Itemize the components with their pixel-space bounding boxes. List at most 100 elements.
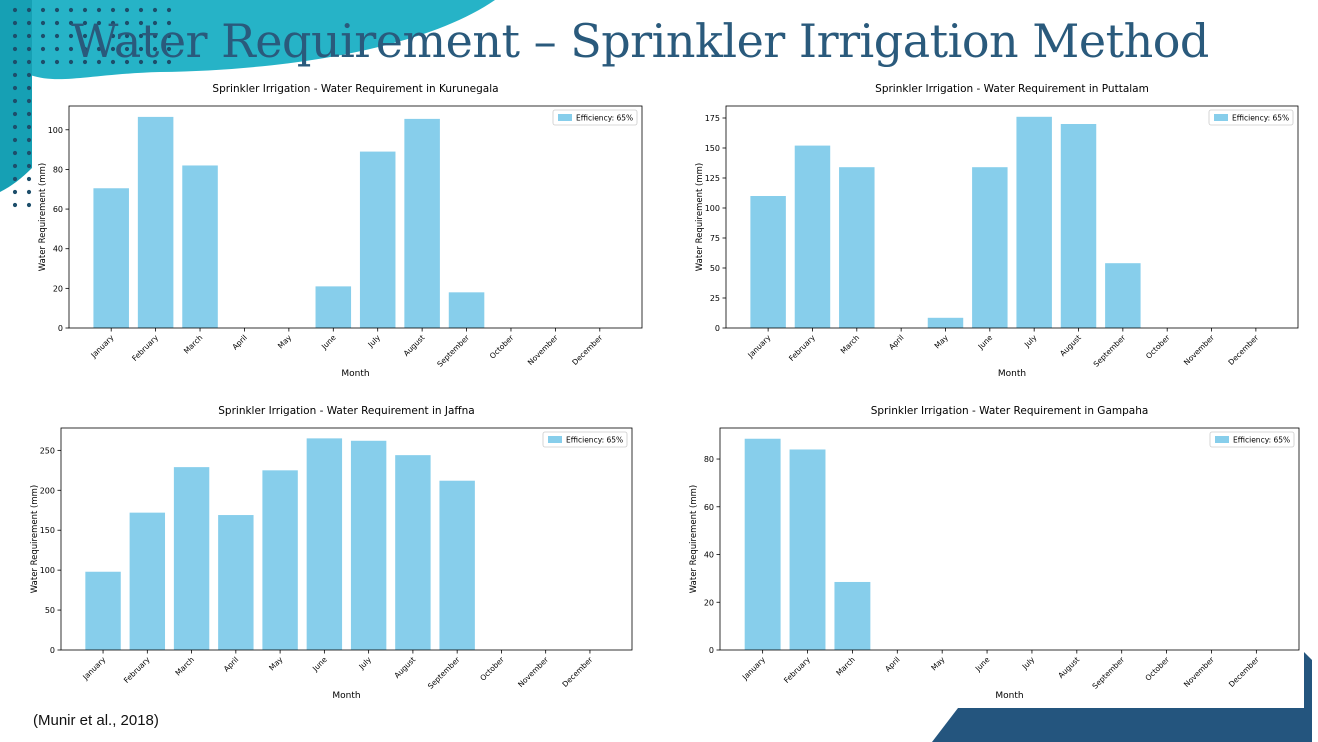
x-tick-label: February: [787, 333, 817, 363]
legend-label: Efficiency: 65%: [1232, 114, 1289, 123]
decor-dot: [110, 46, 116, 52]
y-tick-label: 250: [40, 446, 55, 455]
decor-dot: [40, 33, 46, 39]
decor-dot: [138, 59, 144, 65]
decor-dot: [40, 59, 46, 65]
x-tick-label: August: [392, 655, 417, 680]
decor-dot: [12, 124, 18, 130]
decor-dot: [26, 85, 32, 91]
decor-dot: [26, 137, 32, 143]
decor-dot: [40, 46, 46, 52]
decor-dot: [26, 33, 32, 39]
decor-dot: [26, 98, 32, 104]
y-tick-label: 0: [50, 646, 55, 655]
x-tick-label: July: [356, 655, 373, 672]
x-tick-label: March: [182, 333, 205, 356]
decor-dot: [26, 163, 32, 169]
y-tick-label: 150: [705, 144, 720, 153]
citation: (Munir et al., 2018): [33, 712, 159, 729]
decor-dot: [124, 20, 130, 26]
x-tick-label: October: [478, 654, 506, 682]
y-tick-label: 50: [45, 606, 55, 615]
chart-title: Sprinkler Irrigation - Water Requirement…: [218, 405, 474, 417]
x-tick-label: January: [80, 655, 108, 683]
x-tick-label: November: [1182, 332, 1217, 367]
x-tick-label: April: [222, 655, 240, 673]
plot-frame: [719, 427, 1300, 651]
decor-dot: [124, 46, 130, 52]
y-tick-label: 200: [40, 486, 55, 495]
chart-svg: Sprinkler Irrigation - Water Requirement…: [695, 83, 1299, 379]
decor-dot: [124, 7, 130, 13]
dot-pattern: [12, 7, 172, 208]
x-tick-label: August: [1056, 655, 1081, 680]
x-tick-label: January: [88, 333, 116, 361]
y-tick-label: 40: [704, 551, 714, 560]
decor-dot: [152, 33, 158, 39]
x-axis-label: Month: [998, 369, 1026, 379]
bar-september: [448, 292, 485, 328]
chart-jaffna: Sprinkler Irrigation - Water Requirement…: [0, 400, 659, 704]
bar-march: [182, 165, 218, 328]
y-tick-label: 75: [710, 234, 720, 243]
x-tick-label: April: [887, 333, 905, 351]
decor-dot: [54, 46, 60, 52]
bar-february: [137, 116, 174, 328]
y-axis-label: Water Requirement (mm): [695, 163, 705, 271]
decor-dot: [82, 59, 88, 65]
decor-dot: [82, 33, 88, 39]
x-tick-label: June: [976, 333, 995, 352]
bar-april: [218, 515, 254, 650]
decor-dot: [96, 33, 102, 39]
y-tick-label: 60: [704, 503, 714, 512]
bar-september: [439, 480, 475, 650]
x-tick-label: June: [310, 655, 329, 674]
bottom-right-navy-shape: [932, 708, 1312, 742]
decor-dot: [82, 20, 88, 26]
y-axis-label: Water Requirement (mm): [30, 485, 40, 593]
legend-box: [1209, 431, 1295, 448]
decor-dot: [26, 150, 32, 156]
decor-dot: [152, 46, 158, 52]
x-tick-label: August: [1058, 333, 1083, 358]
bar-august: [1060, 124, 1097, 328]
y-tick-label: 125: [705, 174, 720, 183]
decor-dot: [166, 46, 172, 52]
bar-february: [789, 449, 826, 650]
y-tick-label: 50: [710, 264, 720, 273]
decor-dot: [68, 20, 74, 26]
x-tick-label: July: [1022, 333, 1039, 350]
bottom-right-navy-strip: [1304, 652, 1312, 742]
decor-dot: [12, 7, 18, 13]
bar-august: [404, 118, 440, 328]
decor-dot: [26, 59, 32, 65]
decor-dot: [26, 124, 32, 130]
decor-dot: [138, 20, 144, 26]
x-tick-label: May: [933, 333, 951, 351]
x-tick-label: June: [319, 333, 338, 352]
chart-gampaha: Sprinkler Irrigation - Water Requirement…: [659, 400, 1318, 704]
y-tick-label: 0: [58, 324, 63, 333]
x-axis-label: Month: [995, 691, 1023, 701]
x-tick-label: May: [929, 655, 947, 673]
x-tick-label: November: [526, 332, 561, 367]
y-tick-label: 80: [704, 455, 714, 464]
bar-june: [306, 438, 343, 650]
y-tick-label: 0: [715, 324, 720, 333]
x-tick-label: March: [834, 655, 857, 678]
x-tick-label: February: [122, 655, 152, 685]
bar-september: [1105, 263, 1141, 328]
decor-dot: [12, 98, 18, 104]
decor-dot: [12, 72, 18, 78]
y-axis-label: Water Requirement (mm): [38, 163, 48, 271]
legend-label: Efficiency: 65%: [1233, 436, 1290, 445]
bar-may: [927, 317, 964, 328]
decor-dot: [12, 202, 18, 208]
chart-puttalam: Sprinkler Irrigation - Water Requirement…: [659, 78, 1318, 382]
decor-dot: [82, 46, 88, 52]
decor-dot: [152, 59, 158, 65]
decor-dot: [12, 33, 18, 39]
y-tick-label: 100: [48, 126, 63, 135]
chart-svg: Sprinkler Irrigation - Water Requirement…: [38, 83, 643, 379]
